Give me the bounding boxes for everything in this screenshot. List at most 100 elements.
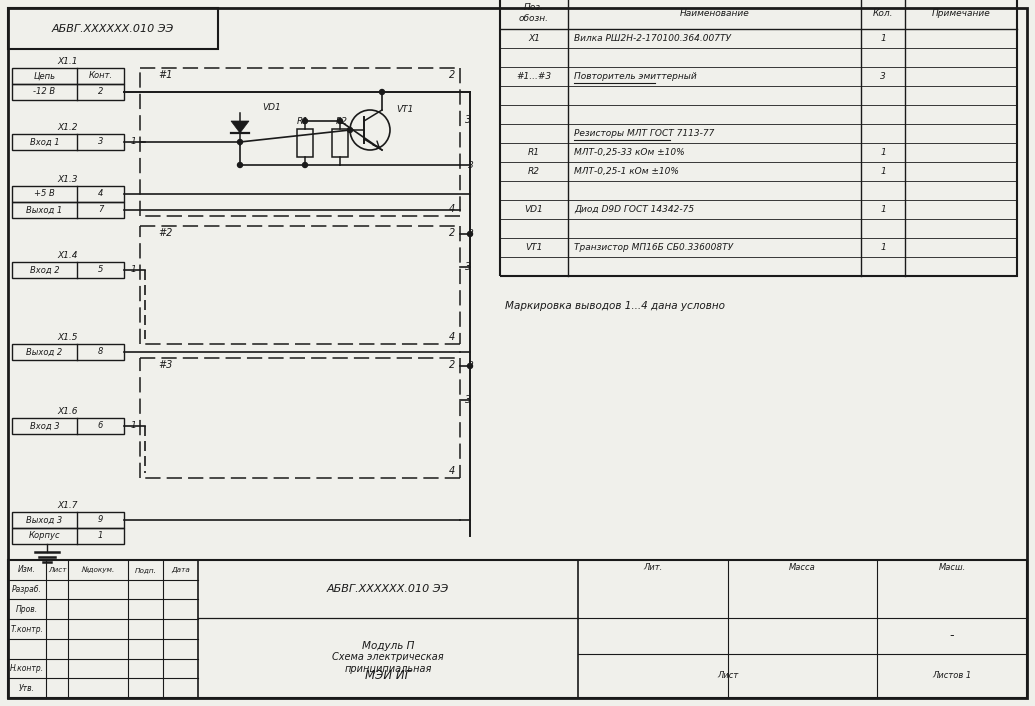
Text: Выход 1: Выход 1 bbox=[26, 205, 62, 215]
Text: Пров.: Пров. bbox=[16, 605, 38, 614]
Text: МЛТ-0,25-33 кОм ±10%: МЛТ-0,25-33 кОм ±10% bbox=[574, 148, 684, 157]
Text: +5 В: +5 В bbox=[34, 189, 55, 198]
Bar bbox=[12, 202, 124, 218]
Text: R2: R2 bbox=[336, 117, 348, 126]
Text: Вход 1: Вход 1 bbox=[30, 138, 59, 147]
Circle shape bbox=[337, 119, 343, 124]
Bar bbox=[332, 129, 348, 157]
Text: X1.5: X1.5 bbox=[58, 333, 79, 342]
Text: Корпус: Корпус bbox=[29, 532, 60, 541]
Text: 1: 1 bbox=[97, 532, 104, 541]
Text: Цепь: Цепь bbox=[33, 71, 56, 80]
Circle shape bbox=[380, 90, 384, 95]
Text: #1...#3: #1...#3 bbox=[516, 72, 552, 81]
Text: 2: 2 bbox=[449, 360, 455, 370]
Bar bbox=[12, 344, 124, 360]
Text: 2: 2 bbox=[97, 88, 104, 97]
Bar bbox=[12, 186, 124, 202]
Text: 8: 8 bbox=[97, 347, 104, 357]
Text: Листов 1: Листов 1 bbox=[933, 671, 972, 681]
Text: Резисторы МЛТ ГОСТ 7113-77: Резисторы МЛТ ГОСТ 7113-77 bbox=[574, 129, 714, 138]
Text: Схема электрическая
принципиальная: Схема электрическая принципиальная bbox=[332, 652, 444, 674]
Bar bbox=[12, 134, 124, 150]
Text: #2: #2 bbox=[158, 228, 173, 238]
Text: 5: 5 bbox=[97, 265, 104, 275]
Text: Лист: Лист bbox=[48, 567, 66, 573]
Text: Диод D9D ГОСТ 14342-75: Диод D9D ГОСТ 14342-75 bbox=[574, 205, 694, 214]
Text: VD1: VD1 bbox=[262, 102, 280, 112]
Text: X1.2: X1.2 bbox=[58, 124, 79, 133]
Text: 3: 3 bbox=[468, 160, 474, 169]
Text: Подп.: Подп. bbox=[135, 567, 156, 573]
Text: X1.4: X1.4 bbox=[58, 251, 79, 261]
Text: 1: 1 bbox=[880, 243, 886, 252]
Text: 1: 1 bbox=[880, 148, 886, 157]
Text: 1: 1 bbox=[880, 205, 886, 214]
Circle shape bbox=[237, 140, 242, 145]
Bar bbox=[8, 8, 218, 49]
Text: МЛТ-0,25-1 кОм ±10%: МЛТ-0,25-1 кОм ±10% bbox=[574, 167, 679, 176]
Text: X1.6: X1.6 bbox=[58, 407, 79, 417]
Text: Конт.: Конт. bbox=[88, 71, 113, 80]
Text: 4: 4 bbox=[449, 332, 455, 342]
Text: Кол.: Кол. bbox=[873, 8, 893, 18]
Text: 1: 1 bbox=[880, 34, 886, 43]
Text: Транзистор МП16Б СБ0.336008ТУ: Транзистор МП16Б СБ0.336008ТУ bbox=[574, 243, 733, 252]
Text: Вилка РШ2Н-2-170100.364.007ТУ: Вилка РШ2Н-2-170100.364.007ТУ bbox=[574, 34, 731, 43]
Text: Модуль П: Модуль П bbox=[362, 641, 414, 651]
Text: Вход 3: Вход 3 bbox=[30, 421, 59, 431]
Text: Лист: Лист bbox=[717, 671, 738, 681]
Circle shape bbox=[302, 119, 307, 124]
Text: X1.3: X1.3 bbox=[58, 176, 79, 184]
Text: АБВГ.XXXXXX.010 ЭЭ: АБВГ.XXXXXX.010 ЭЭ bbox=[52, 24, 174, 34]
Text: Вход 2: Вход 2 bbox=[30, 265, 59, 275]
Bar bbox=[12, 262, 124, 278]
Text: Дата: Дата bbox=[171, 567, 190, 573]
Bar bbox=[12, 528, 124, 544]
Text: #1: #1 bbox=[158, 70, 173, 80]
Text: 1: 1 bbox=[130, 421, 136, 431]
Circle shape bbox=[468, 364, 473, 369]
Text: X1: X1 bbox=[528, 34, 540, 43]
Text: 3: 3 bbox=[465, 395, 471, 405]
Text: Наименование: Наименование bbox=[680, 8, 749, 18]
Text: №докум.: №докум. bbox=[82, 567, 115, 573]
Text: 4: 4 bbox=[449, 204, 455, 214]
Text: 3: 3 bbox=[465, 115, 471, 125]
Text: Повторитель эмиттерный: Повторитель эмиттерный bbox=[574, 72, 697, 81]
Text: 9: 9 bbox=[97, 515, 104, 525]
Circle shape bbox=[302, 162, 307, 167]
Text: Разраб.: Разраб. bbox=[12, 585, 42, 594]
Circle shape bbox=[468, 232, 473, 237]
Text: 2: 2 bbox=[449, 228, 455, 238]
Text: 7: 7 bbox=[97, 205, 104, 215]
Text: 4: 4 bbox=[449, 466, 455, 476]
Text: X1.1: X1.1 bbox=[58, 57, 79, 66]
Text: Т.контр.: Т.контр. bbox=[10, 625, 43, 633]
Text: 1: 1 bbox=[130, 138, 136, 147]
Bar bbox=[12, 84, 124, 100]
Text: Масш.: Масш. bbox=[939, 563, 966, 573]
Text: Н.контр.: Н.контр. bbox=[10, 664, 45, 673]
Text: АБВГ.XXXXXX.010 ЭЭ: АБВГ.XXXXXX.010 ЭЭ bbox=[327, 584, 449, 594]
Text: Лит.: Лит. bbox=[643, 563, 662, 573]
Text: R1: R1 bbox=[528, 148, 540, 157]
Text: X1.7: X1.7 bbox=[58, 501, 79, 510]
Text: R1: R1 bbox=[297, 117, 309, 126]
Text: 4: 4 bbox=[97, 189, 104, 198]
Text: #3: #3 bbox=[158, 360, 173, 370]
Text: Выход 3: Выход 3 bbox=[26, 515, 62, 525]
Text: -: - bbox=[950, 630, 954, 642]
Polygon shape bbox=[231, 121, 249, 133]
Text: Примечание: Примечание bbox=[932, 8, 990, 18]
Text: Поз.
обозн.: Поз. обозн. bbox=[519, 4, 549, 23]
Text: 1: 1 bbox=[130, 265, 136, 275]
Text: VT1: VT1 bbox=[526, 243, 542, 252]
Text: R2: R2 bbox=[528, 167, 540, 176]
Bar bbox=[12, 418, 124, 434]
Text: Утв.: Утв. bbox=[19, 683, 35, 693]
Text: 2: 2 bbox=[468, 361, 474, 371]
Bar bbox=[8, 560, 1027, 698]
Text: Выход 2: Выход 2 bbox=[26, 347, 62, 357]
Bar bbox=[297, 129, 313, 157]
